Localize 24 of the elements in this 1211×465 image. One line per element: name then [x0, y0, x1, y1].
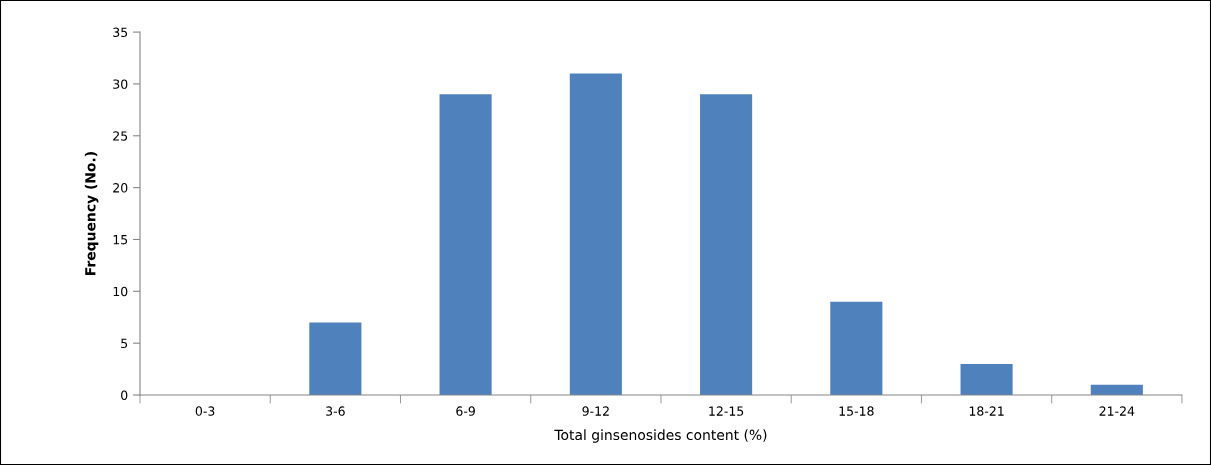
bar — [309, 322, 362, 396]
x-axis-title: Total ginsenosides content (%) — [554, 429, 767, 443]
bar — [830, 301, 883, 396]
x-tick-label: 0-3 — [195, 406, 215, 416]
y-axis-title: Frequency (No.) — [84, 152, 99, 275]
y-tick-label: 25 — [113, 131, 128, 141]
y-tick-label: 30 — [113, 79, 128, 89]
bar — [700, 94, 753, 396]
x-tick-label: 15-18 — [839, 406, 874, 416]
x-tick-label: 6-9 — [456, 406, 475, 416]
y-tick-label: 15 — [113, 235, 128, 245]
y-tick-label: 5 — [121, 338, 128, 349]
y-tick-label: 20 — [113, 183, 128, 193]
bar — [960, 363, 1013, 396]
x-tick-label: 3-6 — [326, 406, 345, 416]
x-tick-label: 21-24 — [1099, 406, 1135, 416]
y-tick-label: 0 — [121, 390, 128, 400]
y-tick-label: 35 — [113, 27, 128, 38]
x-tick-label: 12-15 — [709, 406, 744, 416]
x-tick-label: 18-21 — [969, 406, 1004, 416]
bar — [569, 73, 622, 396]
x-tick-label: 9-12 — [582, 406, 609, 416]
bar — [439, 94, 492, 396]
y-tick-label: 10 — [113, 286, 128, 297]
